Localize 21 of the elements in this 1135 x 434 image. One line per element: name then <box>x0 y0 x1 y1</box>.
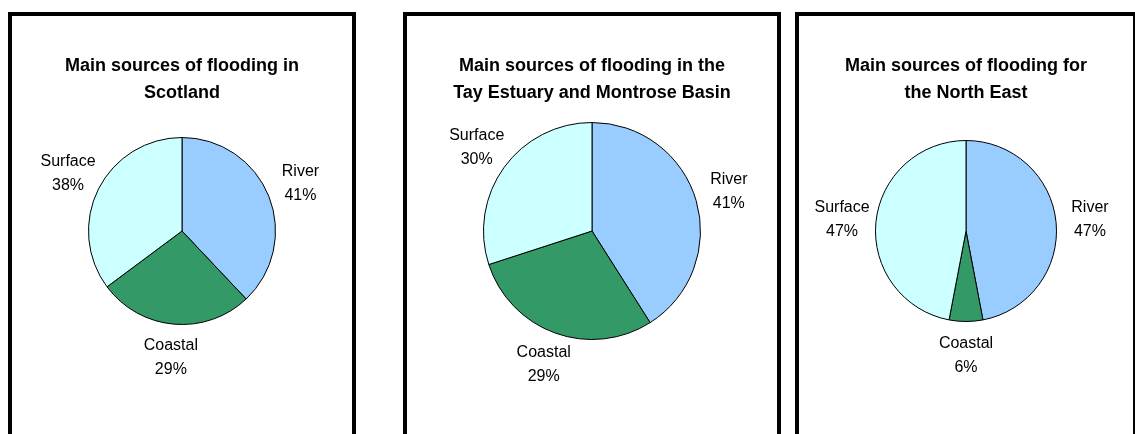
chart-title: Main sources of flooding in the Tay Estuary and Montrose Basin <box>452 54 732 104</box>
data-label: 47% <box>826 221 859 239</box>
slice-label: River <box>1071 197 1110 215</box>
chart-title: Main sources of flooding in Scotland <box>64 54 300 104</box>
slice-label: Coastal <box>516 343 571 361</box>
data-label: 41% <box>712 193 745 211</box>
data-label: 6% <box>954 357 978 375</box>
slice-label: Surface <box>40 152 96 170</box>
chart-title: Main sources of flooding for the North East <box>844 54 1088 104</box>
slice-label: River <box>710 169 749 187</box>
data-label: 38% <box>52 176 85 194</box>
slice-label: Surface <box>449 125 505 143</box>
data-label: 29% <box>154 360 187 378</box>
slice-label: Surface <box>814 197 870 215</box>
data-label: 29% <box>527 367 560 385</box>
slice-label: Coastal <box>938 333 994 351</box>
slice-label: River <box>281 162 320 180</box>
data-label: 47% <box>1073 221 1106 239</box>
data-label: 41% <box>284 186 317 204</box>
slice-label: Coastal <box>143 336 199 354</box>
data-label: 30% <box>460 149 493 167</box>
